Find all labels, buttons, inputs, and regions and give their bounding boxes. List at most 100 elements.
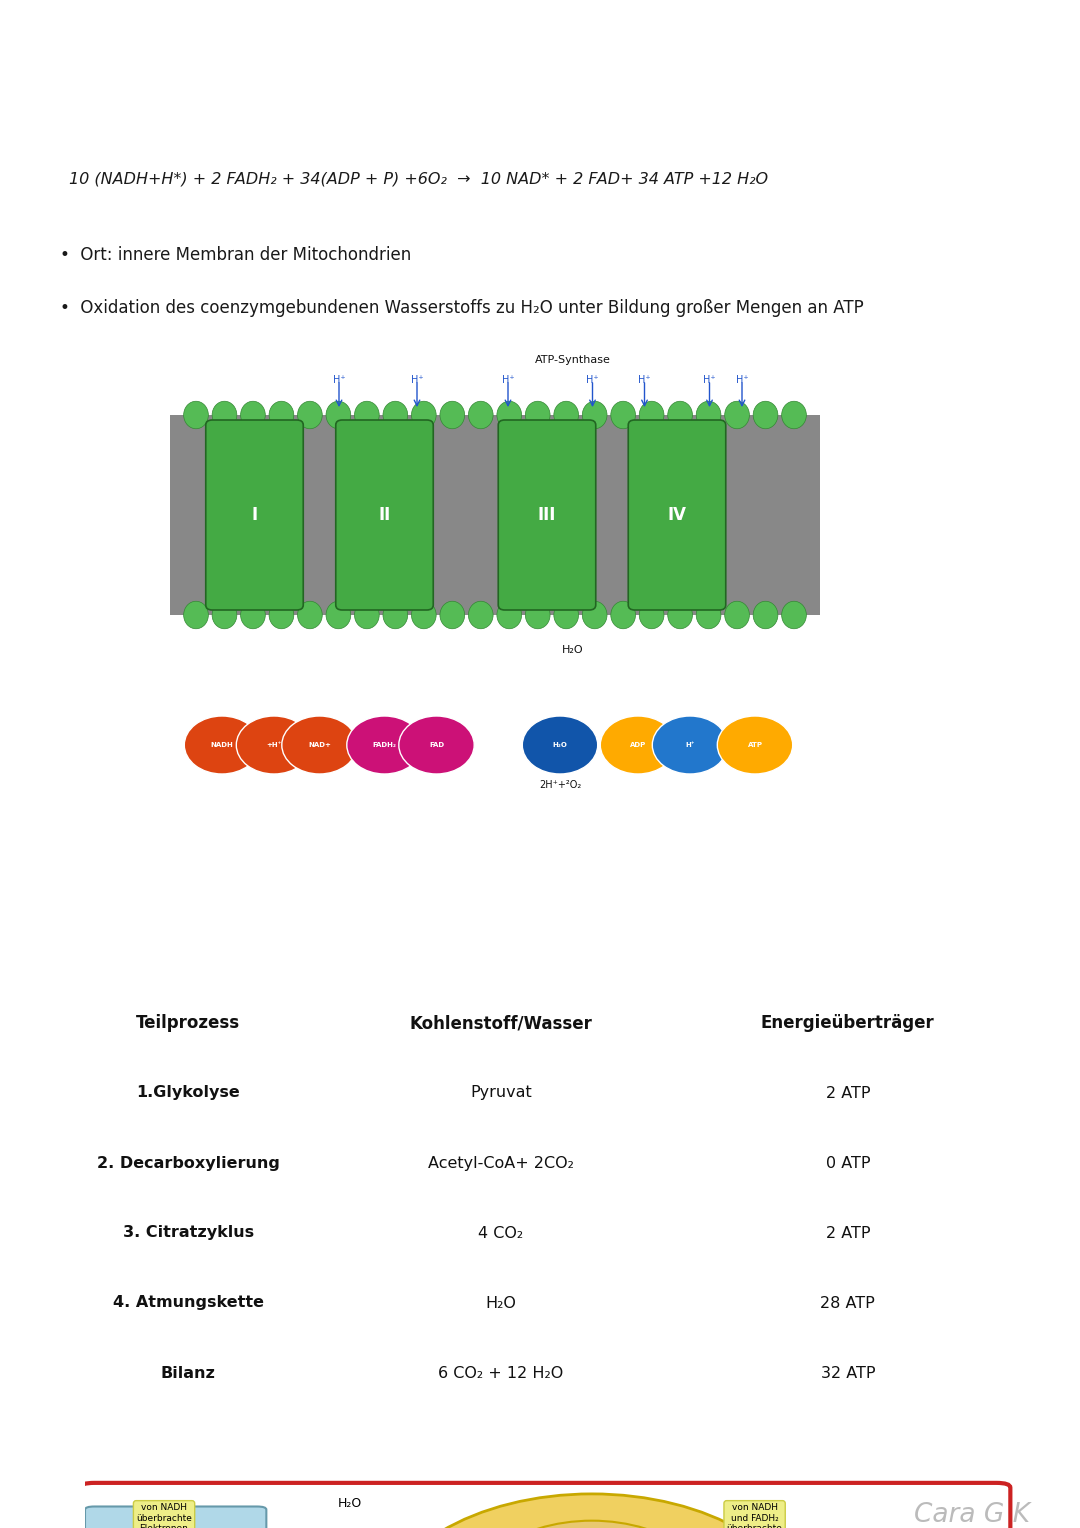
- Text: Teilprozess: Teilprozess: [136, 1015, 240, 1031]
- Text: ATMUNGSKETTE: ATMUNGSKETTE: [104, 93, 306, 113]
- Ellipse shape: [525, 601, 550, 628]
- Ellipse shape: [469, 601, 494, 628]
- Text: I: I: [252, 506, 257, 524]
- Ellipse shape: [639, 402, 664, 429]
- Text: H⁺: H⁺: [638, 374, 651, 385]
- Ellipse shape: [554, 601, 579, 628]
- Text: Bilanz: Bilanz: [161, 1366, 216, 1380]
- Text: +H⁺: +H⁺: [267, 743, 282, 749]
- Text: 4 CO₂: 4 CO₂: [478, 1225, 524, 1241]
- Circle shape: [600, 717, 676, 775]
- Text: Acetyl-CoA+ 2CO₂: Acetyl-CoA+ 2CO₂: [428, 1155, 573, 1170]
- Text: von NADH
überbrachte
Elektronen: von NADH überbrachte Elektronen: [136, 1504, 192, 1528]
- Ellipse shape: [639, 601, 664, 628]
- Text: Pyruvat: Pyruvat: [470, 1085, 532, 1100]
- FancyBboxPatch shape: [85, 1507, 267, 1528]
- Ellipse shape: [212, 601, 237, 628]
- Text: Kohlenstoff/Wasser: Kohlenstoff/Wasser: [409, 1015, 593, 1031]
- Circle shape: [237, 717, 312, 775]
- FancyBboxPatch shape: [170, 416, 820, 614]
- Text: 32 ATP: 32 ATP: [821, 1366, 875, 1380]
- Ellipse shape: [725, 402, 750, 429]
- Ellipse shape: [697, 402, 721, 429]
- FancyBboxPatch shape: [498, 420, 596, 610]
- Ellipse shape: [354, 601, 379, 628]
- Text: 10 (NADH+H*) + 2 FADH₂ + 34(ADP + P) +6O₂  →  10 NAD* + 2 FAD+ 34 ATP +12 H₂O: 10 (NADH+H*) + 2 FADH₂ + 34(ADP + P) +6O…: [69, 173, 769, 186]
- Text: NADH: NADH: [211, 743, 233, 749]
- Text: FAD: FAD: [429, 743, 444, 749]
- Text: 1.Glykolyse: 1.Glykolyse: [136, 1085, 240, 1100]
- Ellipse shape: [440, 402, 464, 429]
- Text: 2 ATP: 2 ATP: [825, 1085, 870, 1100]
- Circle shape: [347, 717, 422, 775]
- Ellipse shape: [582, 601, 607, 628]
- Text: III: III: [538, 506, 556, 524]
- Ellipse shape: [611, 402, 635, 429]
- Ellipse shape: [753, 601, 778, 628]
- Ellipse shape: [469, 402, 494, 429]
- Ellipse shape: [298, 601, 322, 628]
- Ellipse shape: [667, 601, 692, 628]
- Ellipse shape: [725, 601, 750, 628]
- Text: 28 ATP: 28 ATP: [821, 1296, 875, 1311]
- Circle shape: [523, 717, 597, 775]
- Ellipse shape: [611, 601, 635, 628]
- Text: •  Ort: innere Membran der Mitochondrien: • Ort: innere Membran der Mitochondrien: [59, 246, 411, 264]
- Text: 6 CO₂ + 12 H₂O: 6 CO₂ + 12 H₂O: [438, 1366, 564, 1380]
- Ellipse shape: [241, 601, 266, 628]
- Circle shape: [185, 717, 259, 775]
- Ellipse shape: [184, 601, 208, 628]
- Ellipse shape: [269, 601, 294, 628]
- Ellipse shape: [378, 1494, 806, 1528]
- Ellipse shape: [582, 402, 607, 429]
- Ellipse shape: [354, 402, 379, 429]
- Circle shape: [717, 717, 793, 775]
- Text: NAD+: NAD+: [308, 743, 330, 749]
- Text: H⁺: H⁺: [502, 374, 514, 385]
- Ellipse shape: [383, 402, 407, 429]
- Ellipse shape: [383, 601, 407, 628]
- Text: H₂O: H₂O: [338, 1497, 362, 1510]
- Ellipse shape: [241, 402, 266, 429]
- Ellipse shape: [298, 402, 322, 429]
- Ellipse shape: [697, 601, 721, 628]
- Text: FADH₂: FADH₂: [373, 743, 396, 749]
- Text: H₂O: H₂O: [553, 743, 567, 749]
- Text: 2. Decarboxylierung: 2. Decarboxylierung: [97, 1155, 280, 1170]
- Text: ATP: ATP: [747, 743, 762, 749]
- Text: •  Oxidation des coenzymgebundenen Wasserstoffs zu H₂O unter Bildung großer Meng: • Oxidation des coenzymgebundenen Wasser…: [59, 299, 863, 316]
- Text: 2H⁺+²O₂: 2H⁺+²O₂: [539, 779, 581, 790]
- Circle shape: [652, 717, 728, 775]
- Text: Cara G K: Cara G K: [914, 1502, 1030, 1528]
- Ellipse shape: [440, 601, 464, 628]
- Text: II: II: [378, 506, 391, 524]
- Ellipse shape: [326, 402, 351, 429]
- Text: H⁺: H⁺: [703, 374, 716, 385]
- Ellipse shape: [411, 402, 436, 429]
- Ellipse shape: [782, 402, 807, 429]
- Text: von NADH
und FADH₂
überbrachte
Elektronen: von NADH und FADH₂ überbrachte Elektrone…: [727, 1504, 783, 1528]
- Text: H⁺: H⁺: [333, 374, 346, 385]
- Text: ÜBERBLICK: ÜBERBLICK: [120, 921, 260, 941]
- Ellipse shape: [411, 601, 436, 628]
- Ellipse shape: [212, 402, 237, 429]
- FancyBboxPatch shape: [206, 420, 303, 610]
- Ellipse shape: [497, 402, 522, 429]
- Text: 3. Citratzyklus: 3. Citratzyklus: [123, 1225, 254, 1241]
- Text: 4. Atmungskette: 4. Atmungskette: [112, 1296, 264, 1311]
- FancyBboxPatch shape: [336, 420, 433, 610]
- Text: IV: IV: [667, 506, 687, 524]
- Text: H₂O: H₂O: [486, 1296, 516, 1311]
- Text: H⁺: H⁺: [735, 374, 748, 385]
- Text: H⁺: H⁺: [685, 743, 694, 749]
- Text: H⁺: H⁺: [586, 374, 598, 385]
- Ellipse shape: [184, 402, 208, 429]
- Ellipse shape: [269, 402, 294, 429]
- Text: 2 ATP: 2 ATP: [825, 1225, 870, 1241]
- Ellipse shape: [667, 402, 692, 429]
- Ellipse shape: [554, 402, 579, 429]
- Ellipse shape: [753, 402, 778, 429]
- Circle shape: [399, 717, 474, 775]
- Text: ATP-Synthase: ATP-Synthase: [535, 354, 611, 365]
- Text: 0 ATP: 0 ATP: [825, 1155, 870, 1170]
